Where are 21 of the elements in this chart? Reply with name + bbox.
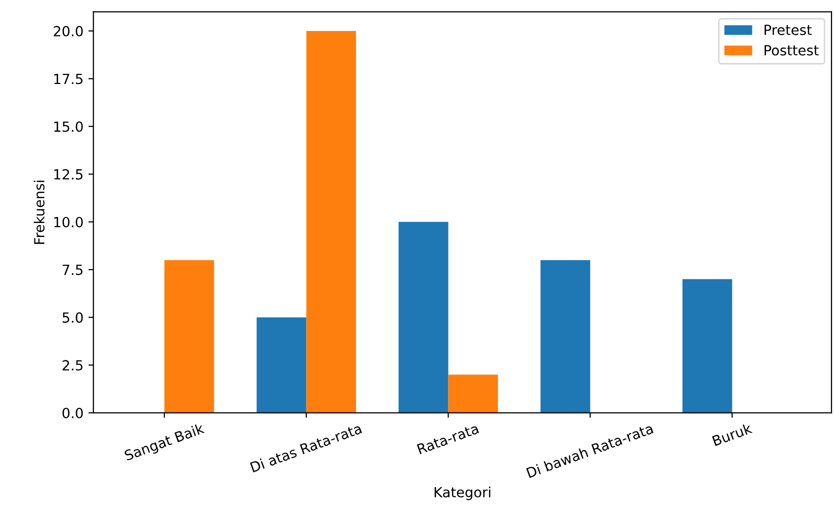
- x-axis-title: Kategori: [434, 486, 490, 500]
- y-tick-label: 20.0: [54, 26, 83, 36]
- bar: [682, 279, 732, 413]
- y-tick-label: 10.0: [54, 216, 83, 228]
- x-tick-label: Buruk: [712, 422, 753, 446]
- bar: [448, 374, 498, 413]
- y-tick-label: 7.5: [62, 264, 82, 276]
- bar: [306, 30, 356, 413]
- y-tick-label: 0.0: [62, 408, 83, 418]
- y-tick-label: 12.5: [54, 169, 82, 180]
- y-tick-label: 17.5: [54, 74, 82, 84]
- bar: [164, 260, 214, 413]
- y-tick-label: 2.5: [62, 360, 82, 371]
- bar: [540, 260, 590, 413]
- y-axis-title: Frekuensi: [34, 180, 45, 244]
- y-tick-label: 5.0: [62, 312, 83, 323]
- bar: [256, 317, 306, 413]
- y-tick-label: 15.0: [54, 121, 83, 132]
- legend-label: Posttest: [764, 45, 819, 56]
- bar: [398, 222, 448, 413]
- legend-label: Pretest: [764, 24, 812, 36]
